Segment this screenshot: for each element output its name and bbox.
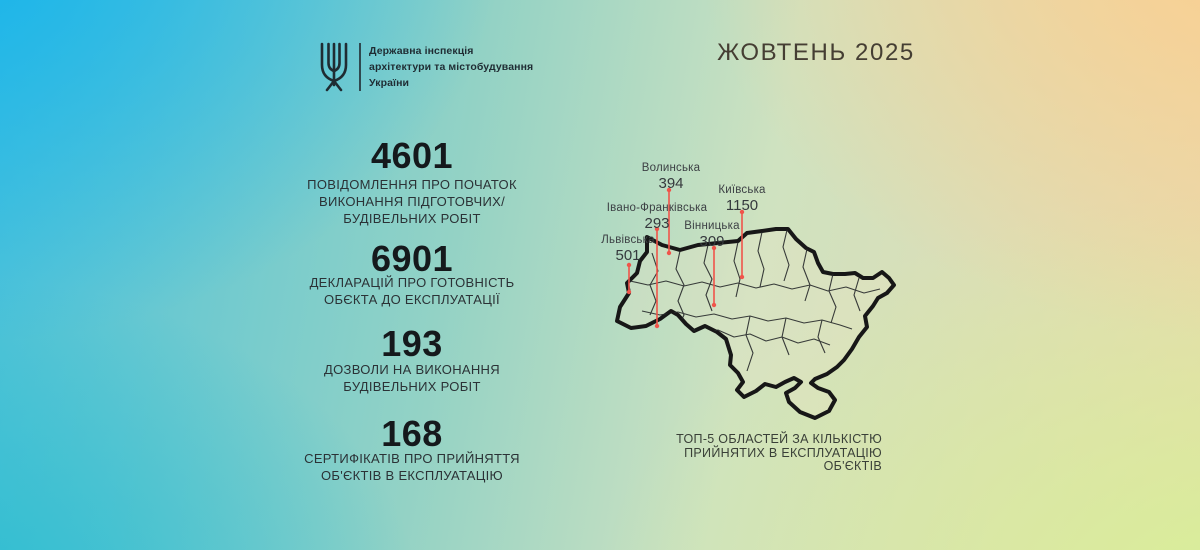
marker-volynska — [666, 187, 672, 256]
stat-permits: 193 ДОЗВОЛИ НА ВИКОНАННЯ БУДІВЕЛЬНИХ РОБ… — [282, 323, 542, 395]
callout-volynska: Волинська 394 — [642, 162, 701, 191]
org-name-line2: архітектури та містобудування — [369, 61, 534, 73]
callout-volynska-value: 394 — [658, 175, 684, 192]
ukraine-outline — [615, 227, 896, 420]
stat-permits-value: 193 — [381, 323, 443, 364]
callout-ivano-frankivska-name: Івано-Франківська — [606, 202, 708, 214]
ukraine-map — [615, 187, 896, 420]
trident-icon — [320, 42, 348, 92]
callout-lvivska-name: Львівська — [601, 234, 655, 246]
stat-notifications-value: 4601 — [370, 135, 454, 176]
callout-volynska-name: Волинська — [641, 162, 701, 174]
org-logo: Державна інспекція архітектури та містоб… — [317, 41, 533, 93]
org-name-line3: України — [369, 77, 410, 89]
map-caption: ТОП-5 ОБЛАСТЕЙ ЗА КІЛЬКІСТЮ ПРИЙНЯТИХ В … — [676, 432, 882, 474]
region-markers — [626, 187, 745, 329]
stat-declarations-label: ДЕКЛАРАЦІЙ ПРО ГОТОВНІСТЬ ОБЄКТА ДО ЕКСП… — [309, 275, 515, 307]
stat-certificates: 168 СЕРТИФІКАТІВ ПРО ПРИЙНЯТТЯ ОБ'ЄКТІВ … — [282, 413, 542, 484]
marker-lvivska — [626, 262, 632, 295]
callout-vinnytska-value: 309 — [699, 233, 725, 250]
marker-ivano-frankivska — [654, 226, 660, 329]
org-name: Державна інспекція архітектури та містоб… — [369, 43, 533, 91]
page-title: ЖОВТЕНЬ 2025 — [717, 39, 915, 66]
marker-vinnytska — [711, 245, 717, 308]
callout-kyivska-value: 1150 — [725, 197, 759, 214]
marker-kyivska — [739, 209, 745, 280]
callout-vinnytska: Вінницька 309 — [684, 220, 739, 249]
stat-notifications-label: ПОВІДОМЛЕННЯ ПРО ПОЧАТОК ВИКОНАННЯ ПІДГО… — [307, 177, 517, 226]
stat-declarations: 6901 ДЕКЛАРАЦІЙ ПРО ГОТОВНІСТЬ ОБЄКТА ДО… — [282, 238, 542, 308]
stat-certificates-value: 168 — [381, 413, 443, 454]
callout-ivano-frankivska: Івано-Франківська 293 — [607, 202, 707, 231]
org-name-line1: Державна інспекція — [369, 45, 474, 57]
logo-divider — [359, 43, 361, 91]
stat-declarations-value: 6901 — [370, 238, 454, 279]
callout-lvivska: Львівська 501 — [601, 234, 654, 263]
callout-kyivska: Київська 1150 — [718, 184, 765, 213]
callout-ivano-frankivska-value: 293 — [644, 215, 670, 232]
callout-lvivska-value: 501 — [615, 247, 641, 264]
callout-kyivska-name: Київська — [718, 184, 766, 196]
stat-certificates-label: СЕРТИФІКАТІВ ПРО ПРИЙНЯТТЯ ОБ'ЄКТІВ В ЕК… — [304, 451, 520, 483]
stat-notifications: 4601 ПОВІДОМЛЕННЯ ПРО ПОЧАТОК ВИКОНАННЯ … — [282, 135, 542, 227]
callout-vinnytska-name: Вінницька — [684, 220, 740, 232]
stat-permits-label: ДОЗВОЛИ НА ВИКОНАННЯ БУДІВЕЛЬНИХ РОБІТ — [324, 362, 500, 394]
